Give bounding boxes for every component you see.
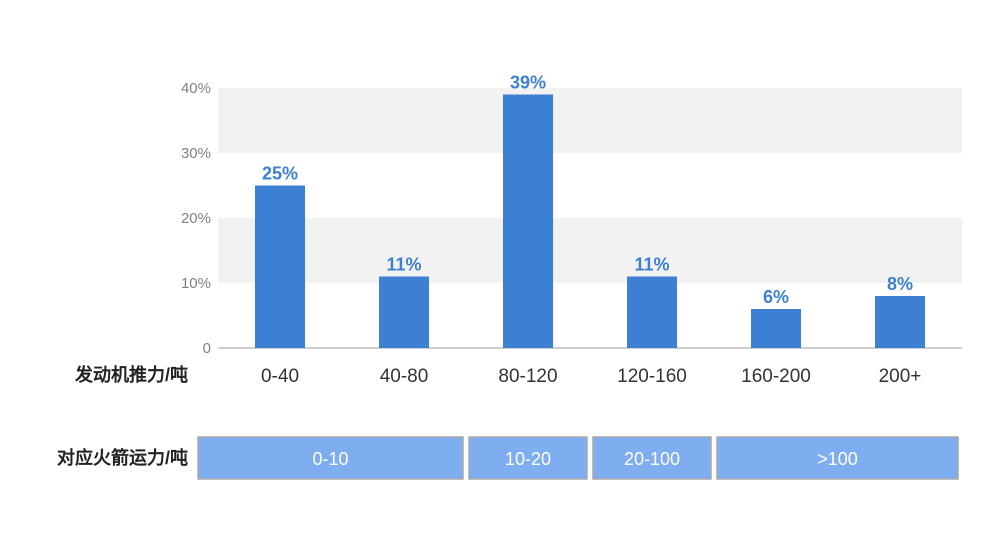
- x-axis-title: 发动机推力/吨: [74, 364, 188, 385]
- y-tick-label: 40%: [181, 80, 211, 97]
- grid-bands: [218, 88, 962, 283]
- grid-band: [218, 88, 962, 153]
- rocket-capacity-ranges: 0-10 10-20 20-100 >100: [197, 436, 959, 480]
- x-tick-label: 40-80: [380, 366, 429, 387]
- y-tick-label: 0: [203, 340, 211, 357]
- data-label: 11%: [634, 255, 669, 275]
- y-tick-label: 10%: [181, 275, 211, 292]
- grid-band: [218, 218, 962, 283]
- x-tick-label: 0-40: [261, 366, 299, 387]
- bar: [255, 185, 305, 348]
- range-label: 10-20: [505, 449, 551, 469]
- bar: [751, 309, 801, 348]
- y-tick-label: 20%: [181, 210, 211, 227]
- range-box: [716, 436, 959, 480]
- range-label: 0-10: [312, 449, 348, 469]
- data-label: 6%: [763, 287, 789, 307]
- y-axis: 0 10% 20% 30% 40%: [181, 80, 211, 357]
- range-label: 20-100: [624, 449, 680, 469]
- range-label: >100: [817, 449, 858, 469]
- data-label: 8%: [887, 274, 913, 294]
- bar: [379, 276, 429, 348]
- data-label: 39%: [510, 73, 546, 93]
- range-box: [468, 436, 588, 480]
- data-label: 11%: [386, 255, 421, 275]
- x-tick-label: 80-120: [498, 366, 557, 387]
- bar: [503, 94, 553, 348]
- data-label: 25%: [262, 164, 298, 184]
- x-tick-label: 160-200: [741, 366, 811, 387]
- x-tick-label: 120-160: [617, 366, 687, 387]
- x-axis: 0-40 40-80 80-120 120-160 160-200 200+: [261, 366, 921, 387]
- data-labels: 25% 11% 39% 11% 6% 8%: [262, 73, 913, 308]
- range-box: [197, 436, 464, 480]
- bar: [627, 276, 677, 348]
- y-tick-label: 30%: [181, 145, 211, 162]
- range-box: [592, 436, 712, 480]
- bars: [255, 94, 925, 348]
- bar: [875, 296, 925, 348]
- x-tick-label: 200+: [879, 366, 922, 387]
- rocket-row-title: 对应火箭运力/吨: [57, 447, 188, 468]
